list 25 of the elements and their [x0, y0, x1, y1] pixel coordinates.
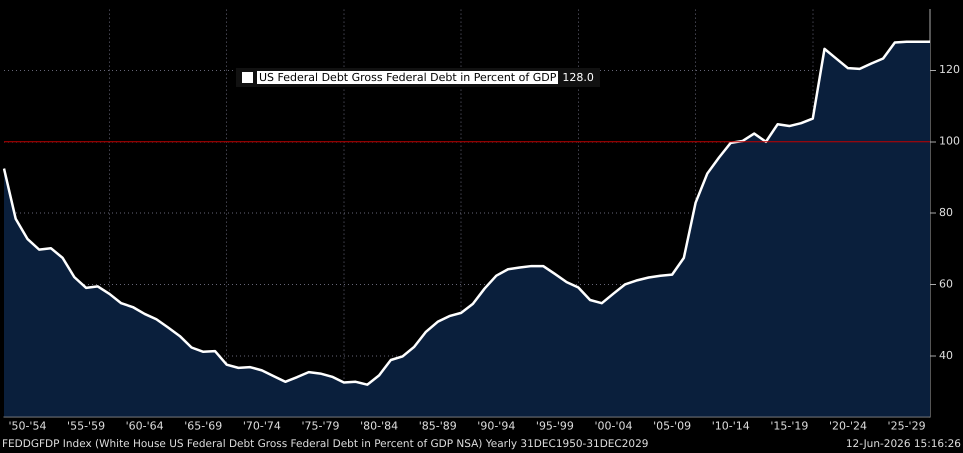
x-tick-label: '70-'74 [242, 419, 281, 432]
x-tick-label: '75-'79 [301, 419, 340, 432]
x-tick-label: '05-'09 [653, 419, 692, 432]
text: 12-Jun-2026 15:16:26 [846, 438, 961, 450]
legend-label: US Federal Debt Gross Federal Debt in Percent of GDP [257, 71, 558, 84]
y-tick-label: 40 [939, 348, 954, 362]
y-tick-label: 120 [939, 63, 960, 76]
x-tick-label: '25-'29 [888, 419, 926, 432]
x-tick-label: '85-'89 [418, 419, 457, 432]
x-tick-label: '15-'19 [770, 419, 808, 432]
y-tick-label: 80 [939, 206, 954, 220]
text: FEDDGFDP Index (White House US Federal Debt Gross Federal Debt in Percent of GDP NSA) Yearly 31DEC1950-31DEC2029 [2, 438, 648, 450]
x-tick-label: '60-'64 [126, 419, 164, 432]
y-tick-label: 100 [939, 134, 960, 148]
annotation: 128.0 [562, 71, 594, 84]
x-tick-label: '50-'54 [8, 419, 46, 432]
y-tick-label: 60 [939, 278, 954, 290]
x-tick-label: '80-'84 [360, 419, 398, 432]
x-tick-label: '95-'99 [536, 419, 574, 432]
x-tick-label: '10-'14 [712, 419, 750, 432]
x-tick-label: '55-'59 [67, 419, 106, 432]
x-tick-label: '65-'69 [184, 419, 222, 432]
x-tick-label: '00-'04 [594, 419, 633, 432]
x-tick-label: '90-'94 [477, 419, 516, 432]
x-tick-label: '20-'24 [828, 419, 867, 432]
